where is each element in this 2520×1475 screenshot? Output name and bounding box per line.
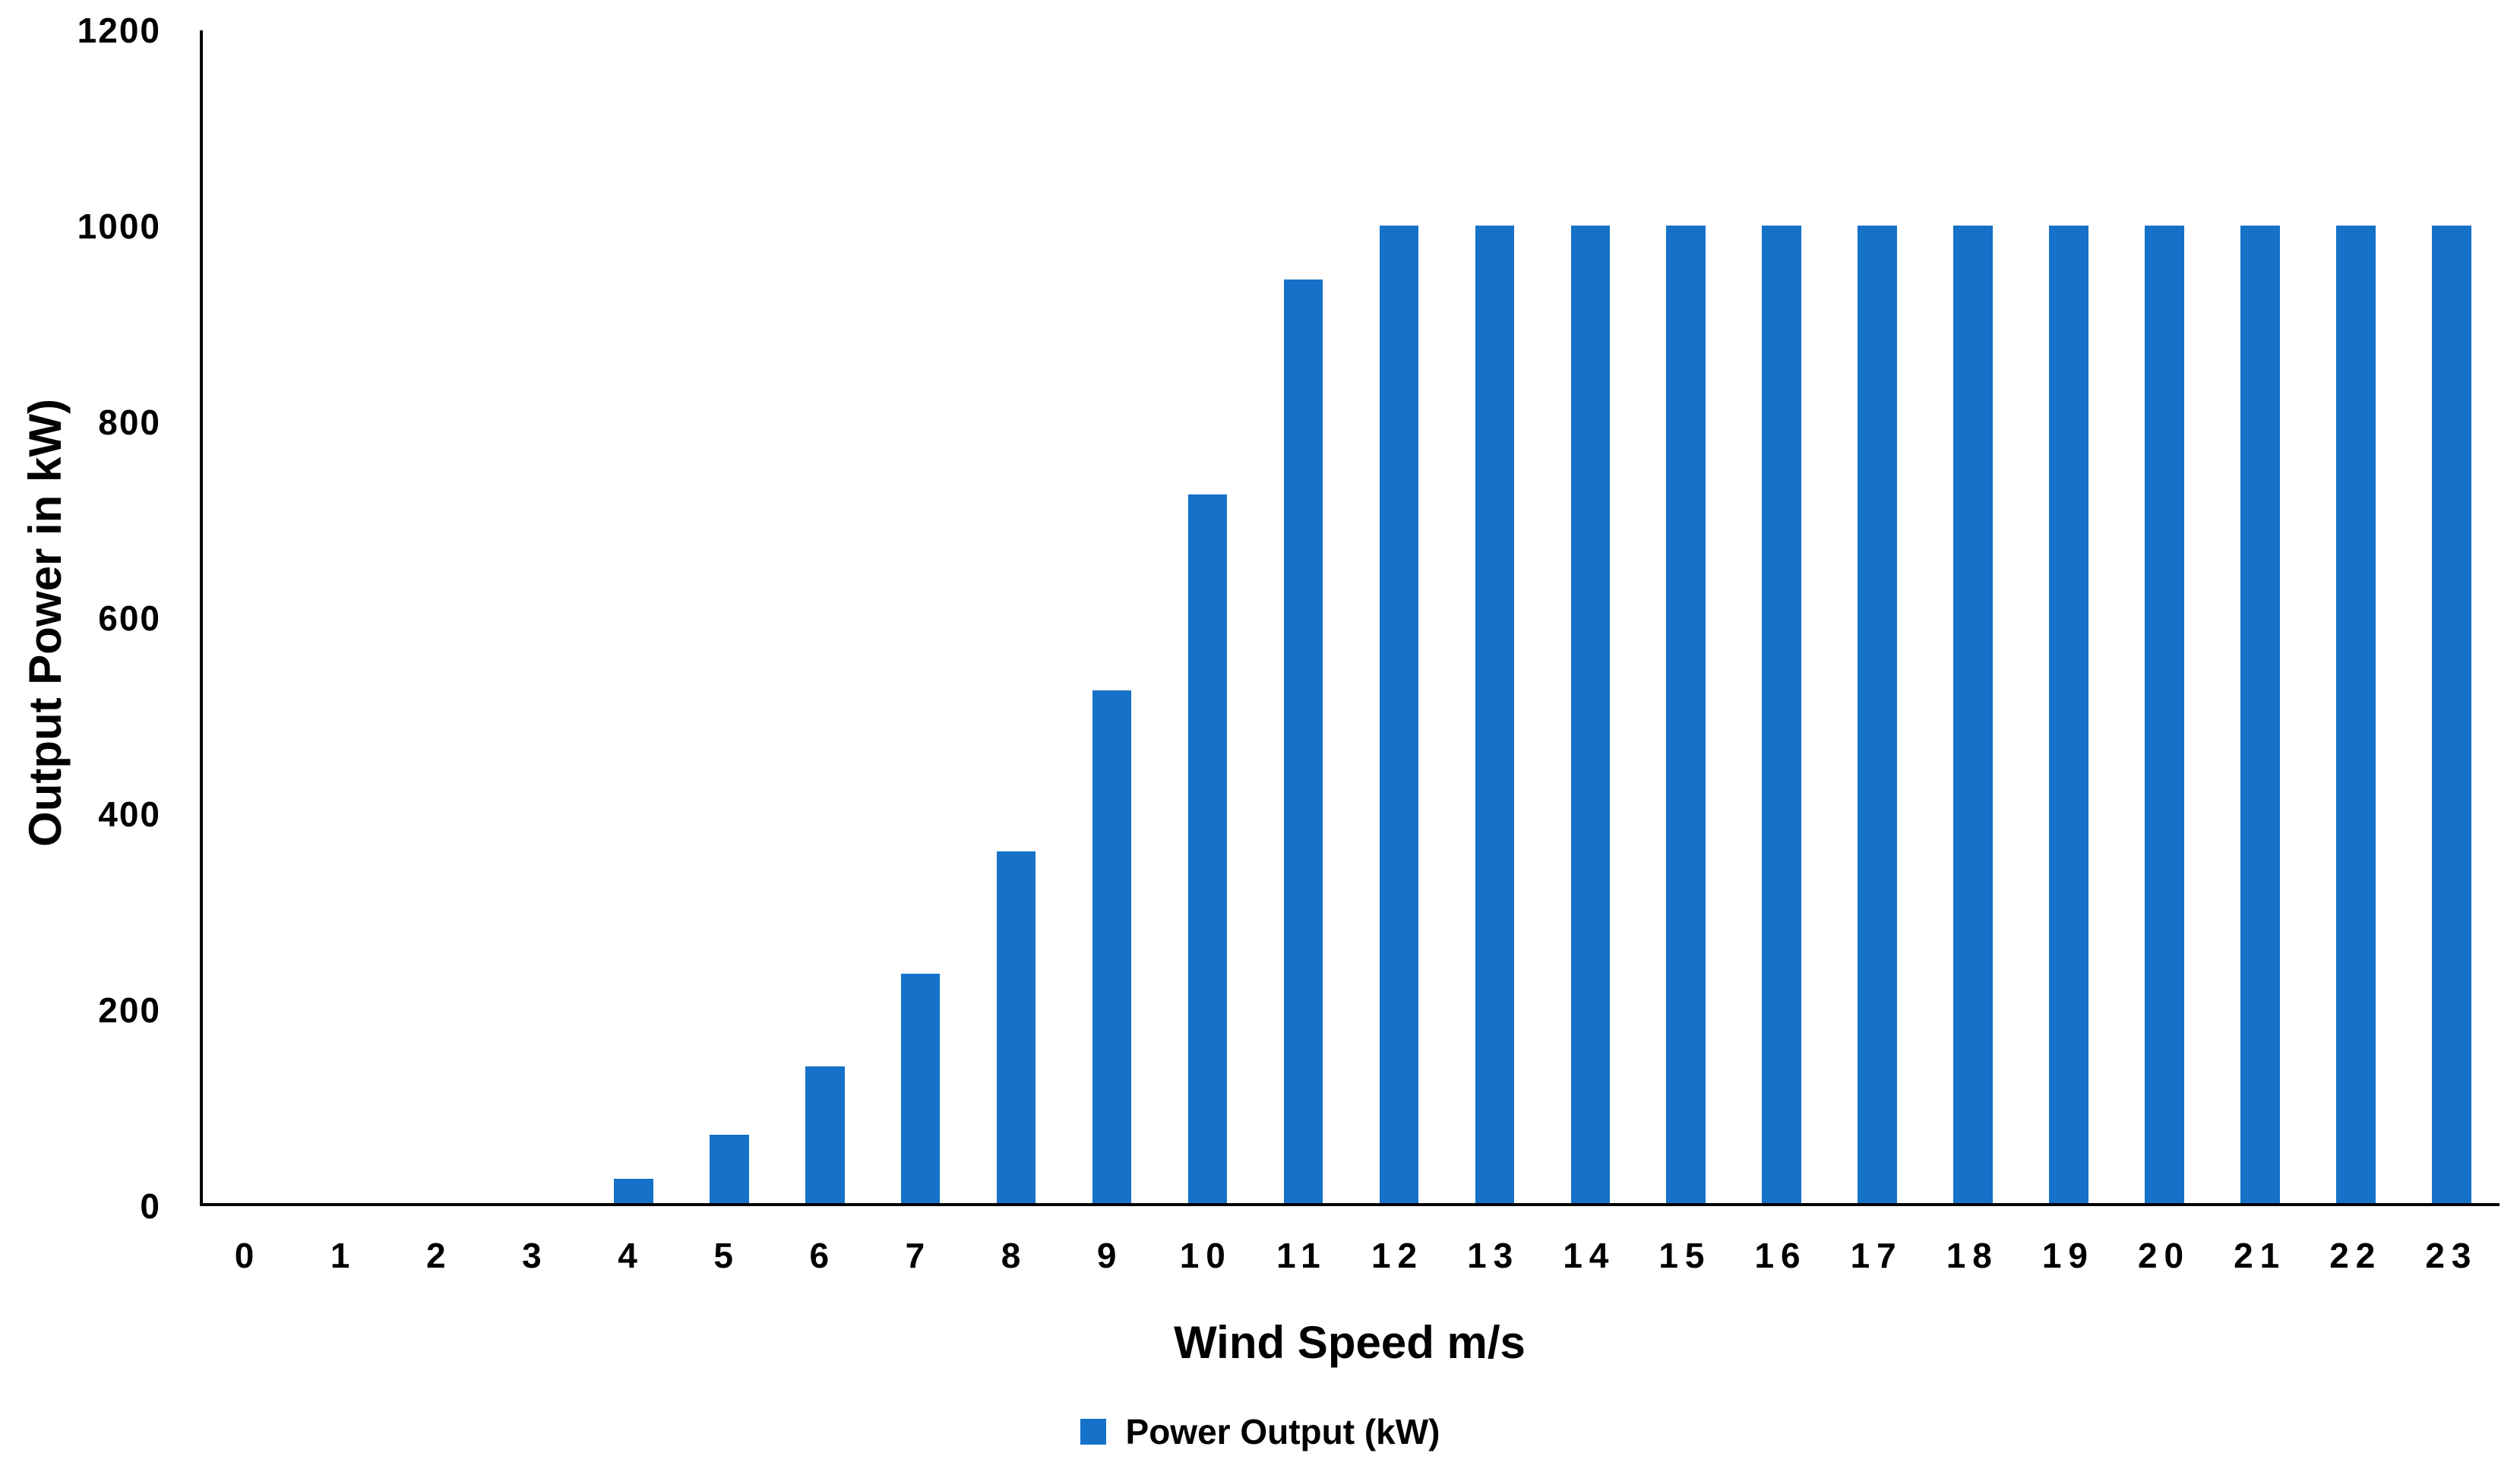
bar-8: [996, 851, 1036, 1203]
y-tick-label: 600: [98, 599, 161, 638]
bar-10: [1187, 494, 1228, 1203]
bar-15: [1666, 226, 1706, 1203]
x-axis-tick-labels: 0 1 2 3 4 5 6 7 8 9 10 11 12 13 14 15 16 17 18 19 20 21 22 23: [200, 1238, 2499, 1273]
bar-slot-20: [2117, 30, 2212, 1203]
x-tick-label: 11: [1276, 1236, 1327, 1275]
x-tick-label: 14: [1563, 1236, 1616, 1275]
bar-21: [2240, 226, 2280, 1203]
bar-11: [1283, 280, 1323, 1203]
x-tick-label: 1: [330, 1236, 357, 1275]
y-axis-tick-labels: 0 200 400 600 800 1000 1200: [0, 13, 161, 1224]
bar-6: [805, 1066, 845, 1203]
legend: Power Output (kW): [0, 1414, 2520, 1449]
x-tick-label: 18: [1946, 1236, 1999, 1275]
bar-17: [1858, 226, 1897, 1203]
bar-slot-23: [2404, 30, 2499, 1203]
x-tick-label: 15: [1658, 1236, 1712, 1275]
x-tick-label: 9: [1096, 1236, 1124, 1275]
x-tick-label: 7: [905, 1236, 932, 1275]
bar-slot-22: [2308, 30, 2404, 1203]
x-axis-title: Wind Speed m/s: [1174, 1317, 1526, 1368]
y-tick-label: 0: [140, 1186, 161, 1226]
x-tick-label: 22: [2329, 1236, 2382, 1275]
bar-slot-4: [586, 30, 681, 1203]
y-tick-label: 200: [98, 990, 161, 1030]
bar-series: [203, 30, 2499, 1203]
bar-20: [2145, 226, 2184, 1203]
bar-slot-15: [1638, 30, 1734, 1203]
bar-slot-11: [1255, 30, 1351, 1203]
x-tick-label: 20: [2137, 1236, 2191, 1275]
x-tick-label: 2: [426, 1236, 453, 1275]
x-tick-label: 0: [234, 1236, 261, 1275]
y-tick-label: 1200: [77, 11, 161, 50]
bar-slot-7: [873, 30, 969, 1203]
bar-19: [2049, 226, 2088, 1203]
bar-4: [613, 1178, 653, 1203]
bar-slot-3: [490, 30, 586, 1203]
bar-slot-1: [299, 30, 394, 1203]
bar-slot-0: [203, 30, 299, 1203]
x-tick-label: 10: [1179, 1236, 1232, 1275]
bar-slot-12: [1351, 30, 1447, 1203]
x-tick-label: 12: [1371, 1236, 1424, 1275]
x-tick-label: 16: [1754, 1236, 1807, 1275]
y-tick-label: 400: [98, 794, 161, 834]
bar-22: [2336, 226, 2376, 1203]
plot-area: [200, 30, 2499, 1206]
bar-9: [1092, 690, 1132, 1203]
y-tick-label: 1000: [77, 207, 161, 246]
y-tick-label: 800: [98, 403, 161, 442]
bar-slot-6: [777, 30, 873, 1203]
bar-slot-5: [681, 30, 777, 1203]
x-tick-label: 5: [713, 1236, 740, 1275]
bar-slot-16: [1734, 30, 1829, 1203]
bar-slot-8: [969, 30, 1064, 1203]
bar-slot-21: [2212, 30, 2308, 1203]
bar-23: [2432, 226, 2471, 1203]
bar-7: [900, 973, 941, 1203]
bar-14: [1570, 226, 1611, 1203]
x-tick-label: 6: [809, 1236, 836, 1275]
x-tick-label: 4: [618, 1236, 644, 1275]
bar-18: [1953, 226, 1993, 1203]
bar-slot-19: [2021, 30, 2117, 1203]
bar-slot-9: [1064, 30, 1160, 1203]
bar-5: [709, 1134, 749, 1203]
x-tick-label: 17: [1850, 1236, 1903, 1275]
bar-slot-17: [1829, 30, 1925, 1203]
bar-slot-14: [1542, 30, 1638, 1203]
x-tick-label: 8: [1001, 1236, 1028, 1275]
legend-label: Power Output (kW): [1125, 1412, 1440, 1451]
x-tick-label: 19: [2041, 1236, 2095, 1275]
bar-slot-18: [1925, 30, 2021, 1203]
x-tick-label: 23: [2425, 1236, 2478, 1275]
x-tick-label: 13: [1467, 1236, 1520, 1275]
legend-swatch-icon: [1080, 1419, 1106, 1445]
bar-13: [1475, 226, 1515, 1203]
bar-slot-10: [1160, 30, 1256, 1203]
bar-16: [1762, 226, 1802, 1203]
x-tick-label: 3: [522, 1236, 549, 1275]
bar-slot-13: [1447, 30, 1542, 1203]
bar-12: [1379, 226, 1419, 1203]
x-tick-label: 21: [2234, 1236, 2287, 1275]
bar-slot-2: [394, 30, 490, 1203]
